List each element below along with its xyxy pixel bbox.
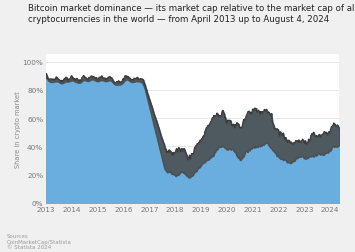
Text: Sources
CoinMarketCap/Statista
© Statista 2024: Sources CoinMarketCap/Statista © Statist… (7, 233, 72, 249)
Text: Bitcoin market dominance — its market cap relative to the market cap of all othe: Bitcoin market dominance — its market ca… (28, 4, 355, 24)
Y-axis label: Share in crypto market: Share in crypto market (15, 91, 21, 167)
